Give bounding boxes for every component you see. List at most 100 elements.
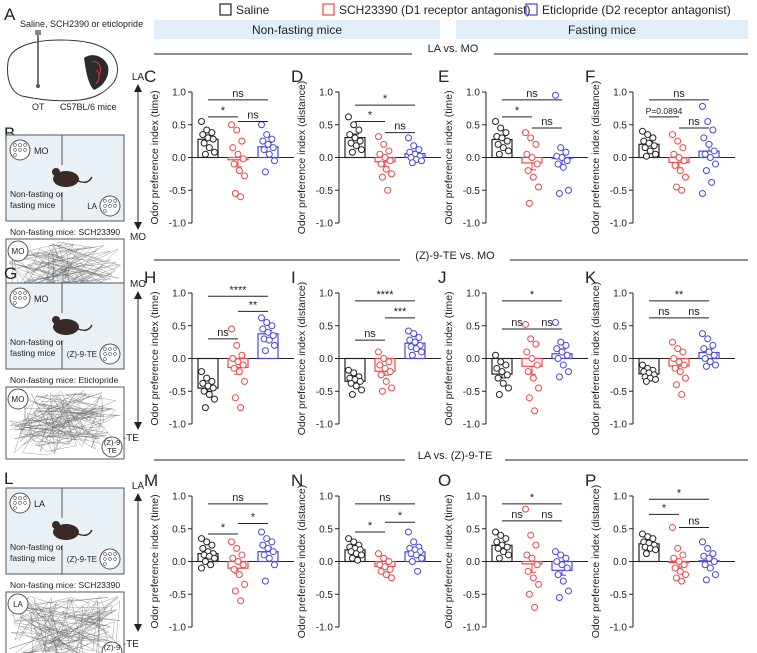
panel-letter-G: G: [4, 264, 17, 283]
mouse-icon: [52, 168, 93, 187]
data-point: [264, 544, 272, 552]
significance-label: ns: [511, 509, 523, 521]
data-point: [499, 548, 507, 556]
data-point: [237, 597, 245, 605]
legend-swatch-etic: [525, 3, 538, 16]
odor-hole: [113, 552, 117, 556]
y-axis-label: Odor preference index (distance): [296, 81, 308, 235]
significance-label: ns: [688, 306, 700, 318]
svg-text:LA: LA: [132, 481, 145, 492]
data-point: [553, 558, 561, 565]
odor-hole: [108, 347, 112, 351]
data-point: [533, 361, 541, 369]
data-point: [532, 541, 540, 549]
data-point: [208, 129, 216, 137]
significance-label: ns: [526, 88, 538, 100]
data-point: [263, 318, 271, 326]
data-point: [670, 554, 678, 562]
data-point: [669, 523, 676, 531]
data-point: [238, 551, 246, 559]
data-point: [527, 134, 535, 142]
panel-letter-P: P: [585, 471, 596, 490]
data-point: [237, 404, 245, 412]
significance-label: *: [221, 105, 226, 117]
data-point: [205, 144, 213, 152]
data-point: [231, 190, 239, 198]
data-point: [380, 355, 388, 362]
track-label-2: (Z)-9: [104, 438, 120, 447]
track-label-1: LA: [13, 600, 23, 609]
odor1-label: LA: [34, 499, 45, 509]
mouse-tail: [77, 324, 93, 332]
data-point: [231, 394, 239, 402]
data-point: [234, 150, 242, 158]
data-point: [237, 193, 245, 201]
y-tick-label: 1.0: [172, 492, 186, 503]
y-tick-label: -0.5: [463, 186, 481, 197]
significance-label: ns: [379, 492, 391, 504]
data-point: [528, 554, 536, 562]
mouse-label-2: fasting mice: [10, 553, 56, 563]
data-point: [522, 129, 529, 137]
significance-label: *: [515, 105, 520, 117]
header-fasting: Fasting mice: [568, 23, 636, 37]
data-point: [259, 137, 267, 145]
data-point: [208, 541, 216, 549]
y-axis-label: Odor preference index (distance): [590, 282, 602, 436]
significance-label: *: [398, 510, 403, 522]
data-point: [671, 364, 679, 372]
y-tick-label: -0.5: [169, 387, 187, 398]
data-point: [208, 377, 216, 385]
data-point: [701, 150, 709, 158]
header-nonfasting: Non-fasting mice: [252, 23, 342, 37]
data-point: [358, 551, 365, 559]
y-tick-label: 1.0: [319, 88, 333, 99]
y-axis-label: Odor preference index (time): [443, 90, 455, 224]
legend-label-etic: Eticlopride (D2 receptor antagonist): [542, 3, 731, 17]
data-point: [639, 127, 646, 135]
y-tick-label: -0.5: [169, 590, 187, 601]
data-point: [649, 535, 657, 543]
data-point: [675, 154, 683, 161]
data-point: [235, 368, 243, 376]
data-point: [562, 341, 570, 349]
data-point: [375, 348, 382, 356]
odor-hole: [13, 148, 17, 152]
y-tick-label: -0.5: [610, 186, 628, 197]
mouse-ear: [52, 168, 60, 176]
significance-label: ns: [232, 492, 244, 504]
data-point: [346, 131, 354, 139]
data-point: [505, 384, 512, 392]
data-point: [535, 183, 542, 191]
odor-hole: [13, 143, 17, 147]
data-point: [234, 358, 242, 366]
data-point: [505, 551, 512, 559]
data-point: [646, 147, 654, 155]
data-point: [211, 148, 218, 156]
data-point: [701, 355, 709, 362]
data-point: [231, 587, 239, 595]
data-point: [680, 361, 688, 369]
data-point: [522, 320, 529, 328]
significance-label: ns: [364, 328, 376, 340]
data-point: [529, 173, 537, 181]
panel-letter-D: D: [291, 67, 303, 86]
data-point: [415, 334, 423, 342]
brain-sketch-icon: [7, 30, 118, 102]
data-point: [350, 121, 358, 129]
significance-label: ns: [673, 88, 685, 100]
data-point: [269, 144, 277, 152]
data-point: [497, 358, 505, 366]
data-point: [211, 554, 218, 562]
track-dish-1: [7, 388, 29, 410]
data-point: [702, 167, 710, 175]
data-point: [704, 544, 712, 552]
data-point: [229, 554, 237, 562]
data-point: [408, 351, 416, 359]
data-point: [669, 131, 676, 139]
y-tick-label: 1.0: [466, 289, 480, 300]
legend: Saline SCH23390 (D1 receptor antagonist)…: [219, 3, 731, 17]
data-point: [271, 157, 278, 165]
data-point: [376, 150, 384, 158]
data-point: [260, 146, 268, 154]
